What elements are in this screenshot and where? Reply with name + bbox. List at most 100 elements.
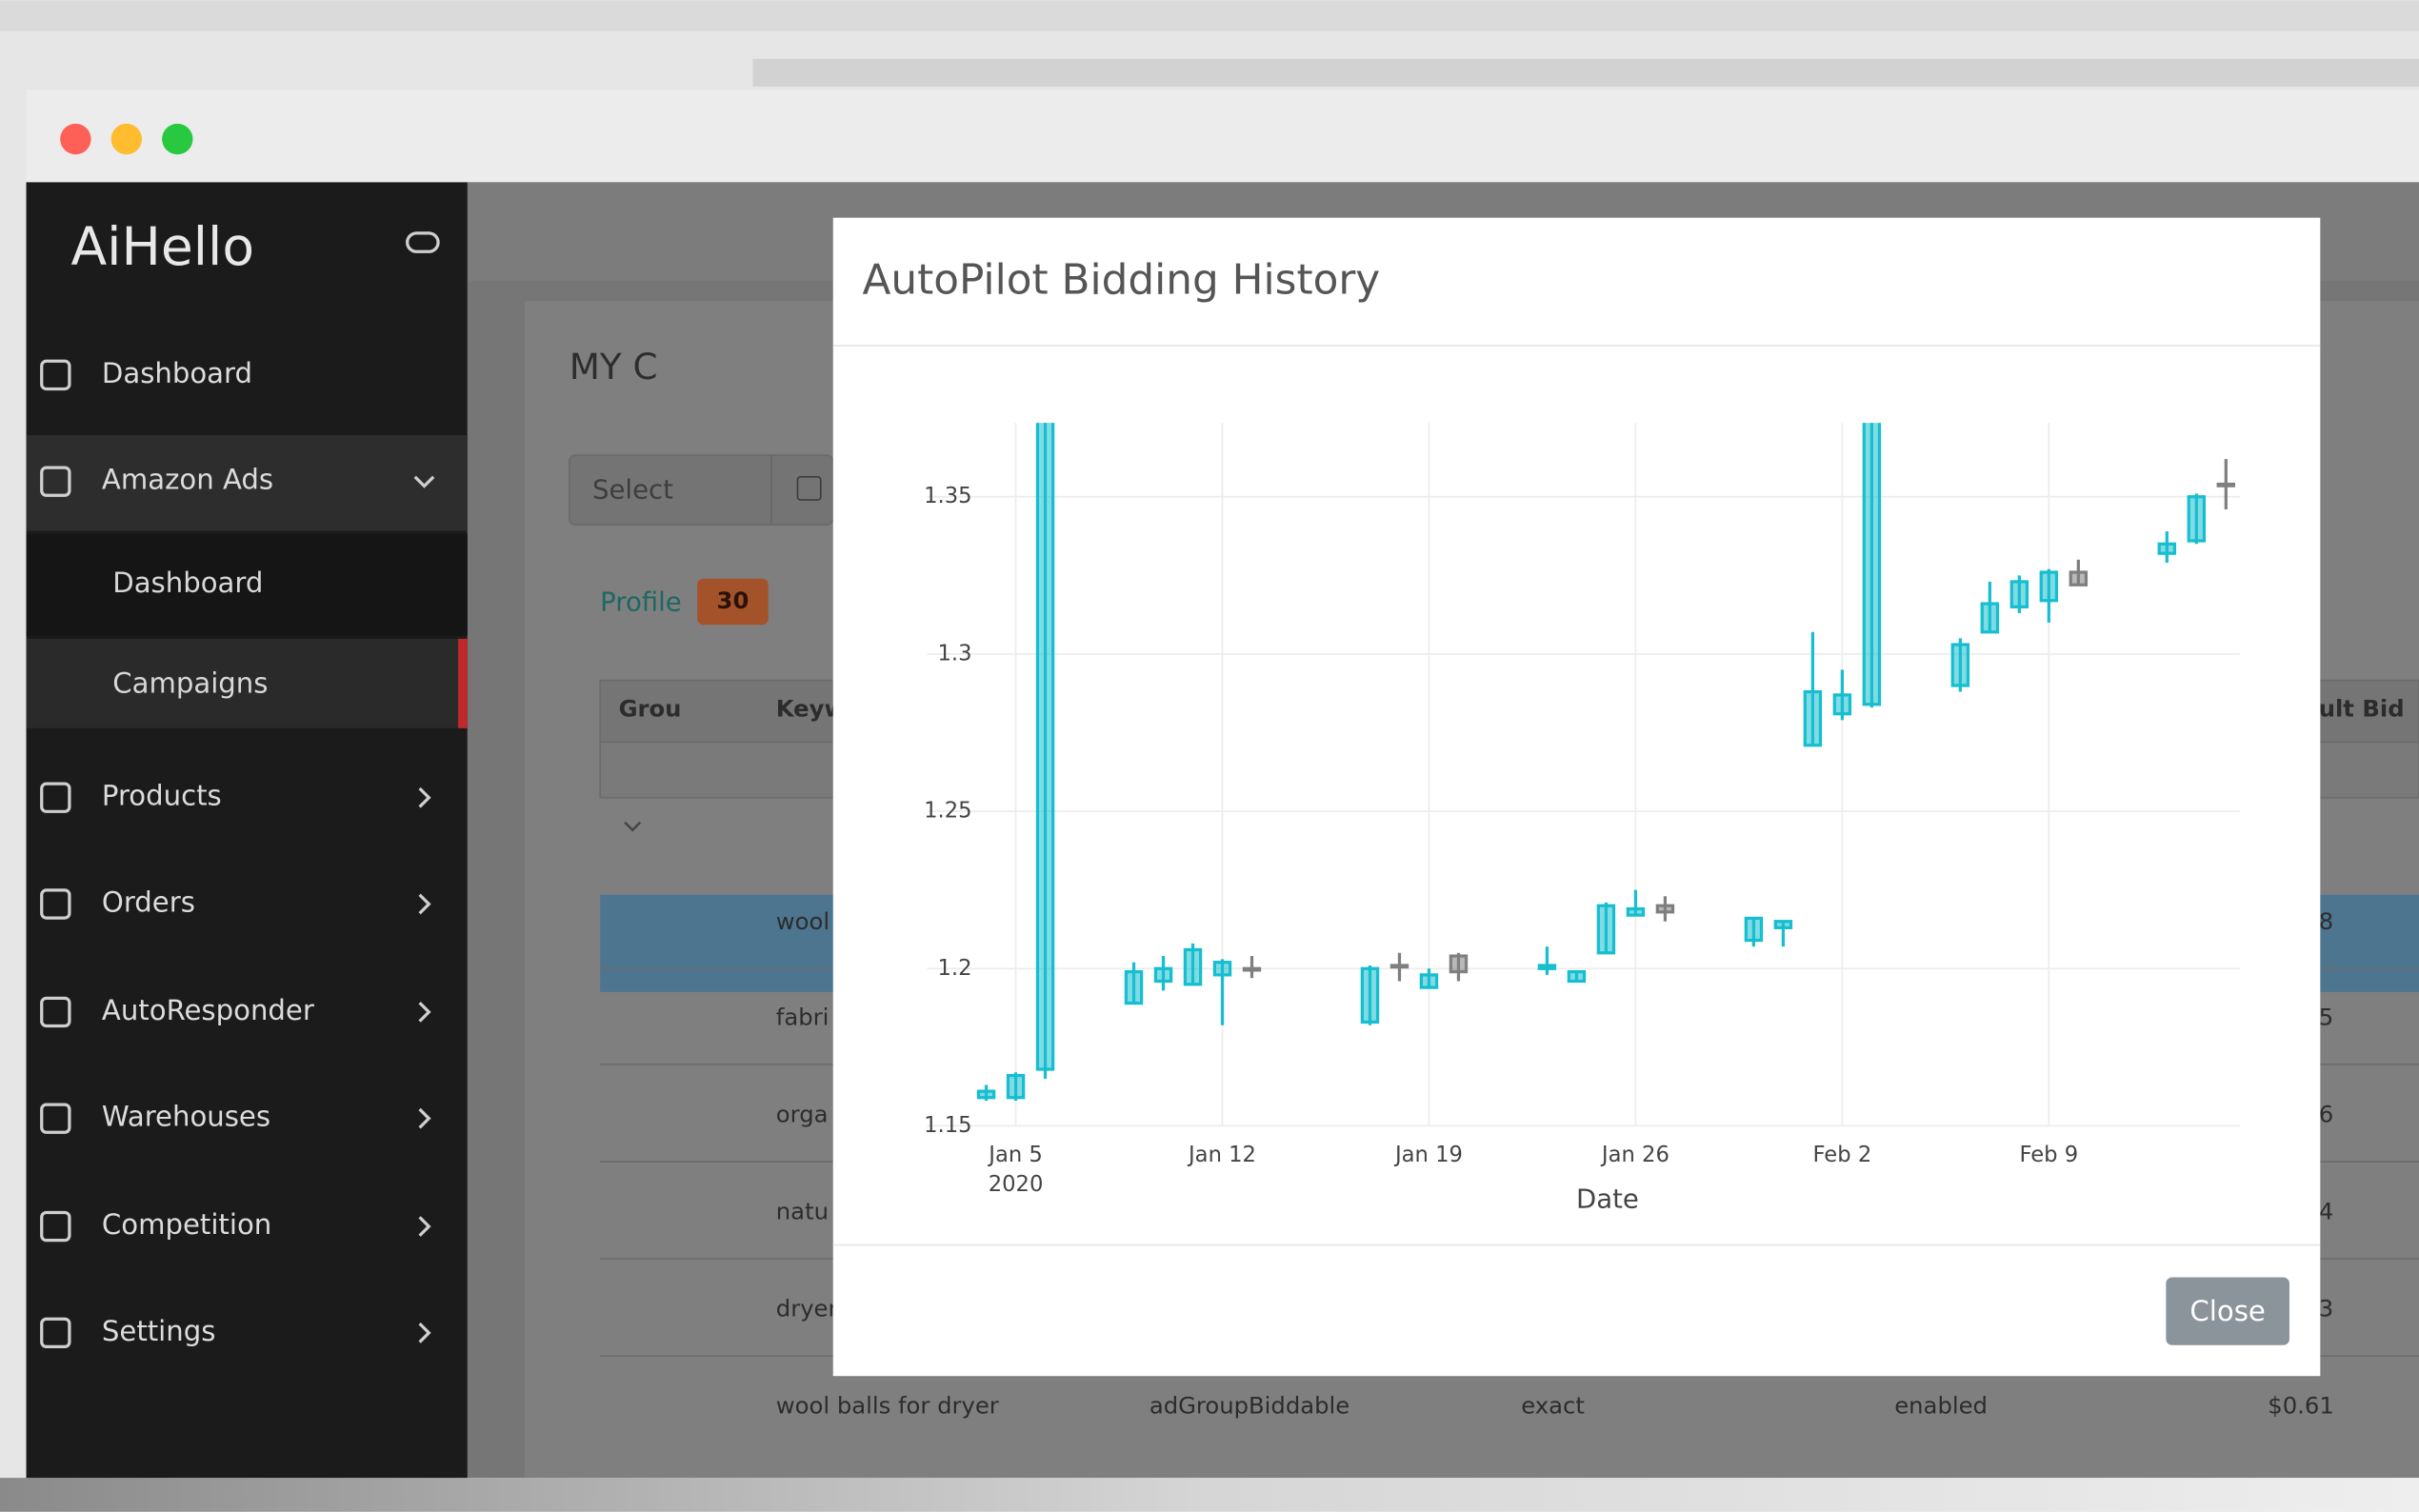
submenu-item[interactable]: Campaigns bbox=[112, 666, 268, 699]
candle-body bbox=[1596, 904, 1616, 955]
sidebar bbox=[26, 182, 468, 1479]
chevron bbox=[418, 786, 431, 808]
x-tick-label: Jan 26 bbox=[1600, 1143, 1669, 1167]
menu-icon bbox=[40, 1210, 71, 1243]
menu-item[interactable]: Settings bbox=[102, 1315, 216, 1347]
page-heading: MY C bbox=[570, 346, 658, 388]
candle-body bbox=[1980, 602, 2000, 634]
menu-item[interactable]: AutoResponder bbox=[102, 994, 314, 1026]
candle-body bbox=[1803, 689, 1823, 747]
candle-body bbox=[1744, 916, 1764, 943]
table-cell: orga bbox=[776, 1100, 829, 1127]
y-tick-label: 1.15 bbox=[924, 1113, 971, 1138]
close-light[interactable] bbox=[60, 123, 91, 155]
x-tick-label: Feb 2 bbox=[1813, 1143, 1872, 1167]
sidebar-toggle[interactable] bbox=[406, 231, 440, 253]
candle-body bbox=[1773, 920, 1793, 929]
menu-item[interactable]: Competition bbox=[102, 1208, 271, 1241]
close-button-label[interactable]: Close bbox=[2189, 1295, 2265, 1327]
chevron bbox=[418, 1322, 431, 1343]
table-cell: natu bbox=[776, 1197, 829, 1224]
y-tick-label: 1.35 bbox=[924, 484, 971, 508]
table-cell: 5 bbox=[2319, 1003, 2333, 1030]
expand-caret bbox=[624, 821, 642, 832]
candle-body bbox=[1950, 643, 1970, 687]
table-cell: 6 bbox=[2319, 1100, 2333, 1127]
menu-item[interactable]: Dashboard bbox=[102, 357, 252, 389]
candle-body bbox=[1242, 966, 1262, 972]
calendar-icon bbox=[796, 475, 822, 501]
close-button[interactable] bbox=[2166, 1277, 2289, 1345]
candle-body bbox=[2069, 570, 2089, 587]
logo: AiHello bbox=[71, 216, 255, 277]
zoom-light[interactable] bbox=[162, 123, 193, 155]
chevron bbox=[413, 475, 435, 488]
x-tick-label: Jan 12 bbox=[1187, 1143, 1256, 1167]
candle-body bbox=[1567, 969, 1587, 984]
candle-body bbox=[2039, 570, 2059, 603]
table-cell: exact bbox=[1521, 1392, 1585, 1420]
chevron bbox=[418, 1216, 431, 1237]
candle-body bbox=[1389, 964, 1409, 969]
table-header-cell: Grou bbox=[619, 694, 682, 722]
menu-band bbox=[26, 435, 468, 531]
menu-icon bbox=[40, 359, 71, 391]
title-bar bbox=[26, 90, 2419, 183]
chevron bbox=[418, 1107, 431, 1129]
candle-body bbox=[1124, 969, 1144, 1005]
x-tick-label: Jan 5 bbox=[987, 1143, 1043, 1167]
menu-icon bbox=[40, 1103, 71, 1134]
modal bbox=[832, 217, 2321, 1377]
tab-strip bbox=[752, 58, 2419, 87]
candle-body bbox=[1862, 423, 1882, 706]
menu-item[interactable]: Products bbox=[102, 780, 222, 812]
submenu-band bbox=[26, 533, 468, 636]
candle-body bbox=[1212, 961, 1232, 977]
candle-body bbox=[1035, 423, 1055, 1071]
table-cell: dryer bbox=[776, 1295, 838, 1323]
candle-body bbox=[1183, 947, 1203, 986]
submenu-active bbox=[26, 638, 468, 728]
candle-body bbox=[1153, 966, 1173, 984]
table-header-cell: ult Bid bbox=[2319, 694, 2405, 722]
submenu-item[interactable]: Dashboard bbox=[112, 567, 263, 599]
y-tick-label: 1.2 bbox=[938, 956, 972, 981]
minimize-light[interactable] bbox=[110, 123, 143, 155]
bottom-strip bbox=[0, 1478, 2419, 1512]
x-tick-label: Feb 9 bbox=[2019, 1143, 2078, 1167]
menu-icon bbox=[40, 1317, 71, 1349]
candle-body bbox=[2157, 542, 2177, 555]
candle-body bbox=[2009, 580, 2029, 608]
profile-count: 30 bbox=[717, 587, 750, 614]
chevron bbox=[418, 893, 431, 915]
plot bbox=[976, 423, 2236, 1102]
candle-body bbox=[1832, 693, 1852, 716]
profile-badge bbox=[697, 578, 769, 626]
menu-item[interactable]: Orders bbox=[102, 886, 195, 919]
candle-body bbox=[1360, 966, 1380, 1025]
modal-title: AutoPilot Bidding History bbox=[863, 256, 1381, 305]
table-cell: 4 bbox=[2319, 1197, 2333, 1224]
candle-body bbox=[2216, 482, 2236, 487]
candle-body bbox=[1537, 964, 1557, 970]
table-cell: fabri bbox=[776, 1003, 830, 1030]
select-text: Select bbox=[592, 474, 673, 505]
menu-icon bbox=[40, 466, 71, 497]
menu-icon bbox=[40, 996, 71, 1028]
x-year-label: 2020 bbox=[989, 1172, 1044, 1197]
candle-body bbox=[976, 1089, 996, 1100]
menu-item[interactable]: Warehouses bbox=[102, 1101, 270, 1133]
table-cell: wool bbox=[776, 907, 830, 935]
table-cell: $0.61 bbox=[2268, 1392, 2334, 1420]
top-strip bbox=[0, 0, 2419, 31]
table-cell: 3 bbox=[2319, 1295, 2333, 1323]
profile-label: Profile bbox=[600, 587, 682, 618]
table-cell: adGroupBiddable bbox=[1150, 1392, 1349, 1420]
menu-icon bbox=[40, 888, 71, 920]
menu-item[interactable]: Amazon Ads bbox=[102, 464, 273, 496]
chevron bbox=[418, 1002, 431, 1023]
candle-body bbox=[2187, 495, 2207, 543]
table-cell: enabled bbox=[1894, 1392, 1988, 1420]
